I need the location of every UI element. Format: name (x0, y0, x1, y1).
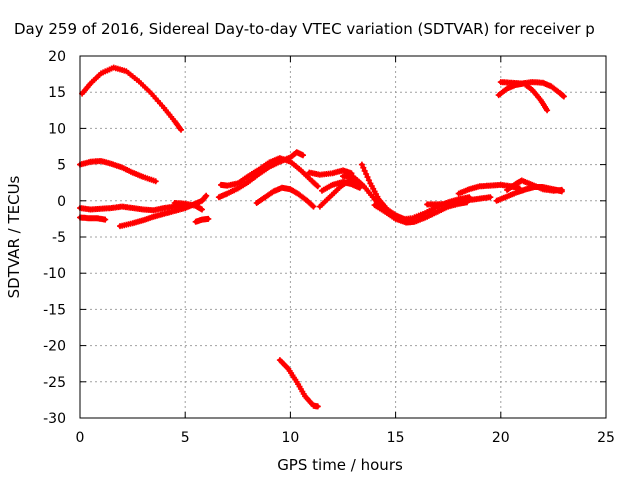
y-tick-labels: 20 15 10 5 0 -5 -10 -15 -20 -25 -30 (43, 49, 66, 427)
y-tick-label: -15 (43, 302, 66, 318)
x-axis-title: GPS time / hours (277, 456, 403, 474)
plot-frame (79, 55, 607, 419)
series-arc-11 (276, 357, 321, 410)
data-point-marker (364, 174, 371, 181)
data-point-marker (544, 107, 551, 114)
data-point-marker (487, 194, 494, 201)
y-tick-label: -30 (43, 411, 66, 427)
x-tick-label: 15 (387, 430, 405, 446)
chart-title: Day 259 of 2016, Sidereal Day-to-day VTE… (14, 20, 595, 38)
x-tick-label: 5 (181, 430, 190, 446)
series-arc-24 (497, 79, 567, 100)
y-tick-label: 5 (57, 158, 66, 174)
data-point-marker (310, 203, 317, 210)
data-point-marker (199, 206, 205, 213)
y-tick-label: 20 (48, 49, 66, 65)
x-tick-label: 0 (76, 430, 85, 446)
y-tick-label: 15 (48, 85, 66, 101)
series-arc-2 (77, 158, 159, 185)
y-axis-title: SDTVAR / TECUs (5, 175, 23, 298)
y-tick-label: 0 (57, 194, 66, 210)
data-point-marker (309, 202, 316, 209)
series-arc-19 (424, 194, 494, 208)
series-arc-7 (192, 215, 212, 225)
data-point-marker (365, 177, 372, 184)
data-point-marker (313, 182, 320, 189)
data-point-marker (361, 167, 368, 174)
data-point-marker (314, 403, 321, 410)
series-arc-1 (79, 64, 184, 133)
data-point-marker (314, 183, 321, 190)
series-arc-14 (319, 179, 363, 194)
y-tick-label: -25 (43, 375, 66, 391)
y-tick-label: -5 (52, 230, 66, 246)
data-point-marker (360, 164, 367, 171)
data-point-marker (560, 93, 567, 100)
y-tick-label: -10 (43, 266, 66, 282)
data-point-marker (102, 216, 109, 223)
data-point-marker (558, 186, 565, 193)
data-series (77, 64, 567, 410)
x-tick-label: 10 (281, 430, 299, 446)
data-point-marker (358, 161, 365, 168)
series-arc-8 (215, 149, 306, 201)
series-arc-10 (253, 184, 317, 210)
data-point-marker (205, 215, 212, 222)
series-arc-22 (504, 177, 565, 194)
y-tick-label: 10 (48, 121, 66, 137)
data-point-marker (300, 152, 306, 159)
x-tick-label: 20 (492, 430, 510, 446)
data-point-marker (178, 126, 184, 133)
series-arc-6 (171, 200, 205, 213)
series-arc-9 (218, 155, 321, 190)
x-tick-label: 25 (597, 430, 615, 446)
x-tick-labels: 0 5 10 15 20 25 (76, 430, 615, 446)
y-tick-label: -20 (43, 339, 66, 355)
data-point-marker (363, 171, 370, 177)
data-point-marker (203, 192, 210, 199)
data-point-marker (152, 178, 159, 185)
